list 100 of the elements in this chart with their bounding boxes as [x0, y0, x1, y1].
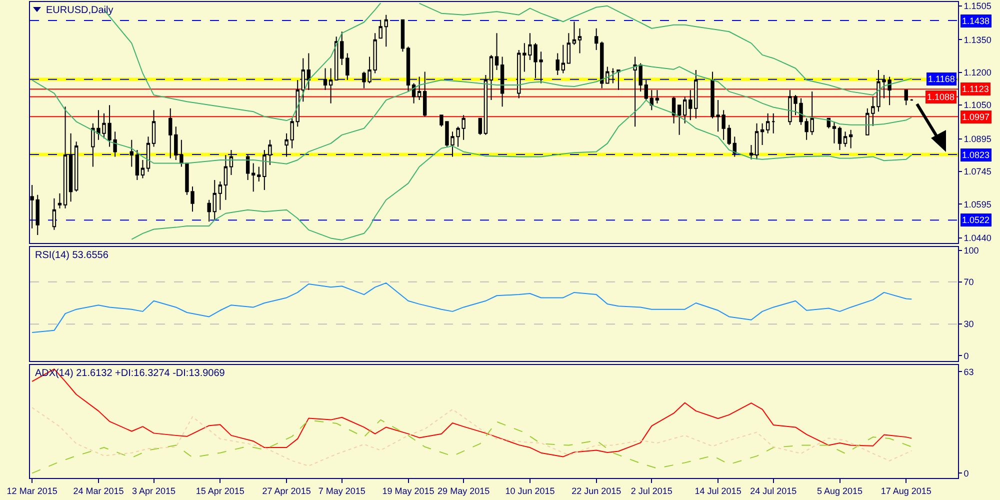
- ref-line-label: 1.0522: [962, 215, 990, 225]
- ref-line-label: 1.1088: [927, 92, 955, 102]
- y-tick-label: 1.0595: [964, 199, 992, 210]
- candlestick: [484, 74, 488, 136]
- candlestick: [168, 108, 172, 159]
- candlestick: [566, 32, 571, 64]
- line-series: [131, 100, 912, 240]
- candlestick: [611, 68, 615, 84]
- candlestick: [224, 154, 228, 200]
- candlestick: [346, 52, 350, 81]
- x-tick-label: 24 Mar 2015: [73, 486, 124, 496]
- candlestick: [252, 162, 256, 192]
- y-tick-label: 1.0440: [964, 233, 992, 244]
- candlestick: [207, 199, 211, 222]
- candlestick: [727, 124, 731, 146]
- candlestick: [561, 44, 566, 74]
- x-tick-label: 24 Jul 2015: [750, 486, 797, 496]
- candlestick: [848, 129, 853, 149]
- chart-title: RSI(14) 53.6556: [35, 250, 109, 261]
- x-tick-label: 17 Aug 2015: [880, 486, 932, 496]
- y-tick-label: 1.1200: [964, 68, 992, 78]
- candlestick: [212, 180, 216, 220]
- candlestick: [644, 80, 648, 101]
- candlestick: [754, 122, 759, 160]
- candlestick: [296, 80, 300, 128]
- x-tick-label: 12 Mar 2015: [6, 486, 58, 496]
- candlestick: [600, 41, 604, 89]
- candlestick: [616, 69, 620, 91]
- candlestick: [672, 96, 676, 124]
- candlestick: [68, 132, 73, 202]
- candlestick: [52, 198, 56, 230]
- candlestick: [749, 144, 754, 160]
- candlestick: [417, 76, 422, 101]
- ref-line-label: 1.0823: [962, 150, 990, 160]
- candlestick: [229, 149, 234, 176]
- candlestick: [494, 32, 499, 70]
- y-tick-label: 30: [964, 319, 974, 330]
- y-tick-label: 100: [964, 245, 979, 256]
- candlestick: [556, 52, 560, 76]
- x-tick-label: 15 Apr 2015: [196, 486, 244, 496]
- candlestick: [301, 58, 305, 102]
- ref-line-label: 1.1168: [928, 74, 955, 84]
- candlestick: [36, 194, 40, 236]
- x-tick-label: 29 May 2015: [438, 486, 490, 496]
- x-tick-label: 22 Jun 2015: [572, 486, 622, 496]
- candlestick: [650, 90, 654, 111]
- candlestick: [594, 28, 598, 50]
- line-series: [32, 64, 912, 164]
- candlestick: [760, 122, 764, 146]
- y-tick-label: 1.1050: [964, 100, 992, 110]
- x-tick-label: 10 Jun 2015: [505, 486, 555, 496]
- y-tick-label: 63: [964, 366, 974, 377]
- candlestick: [489, 54, 494, 101]
- candlestick: [146, 136, 150, 172]
- candlestick: [384, 14, 388, 48]
- x-tick-label: 19 May 2015: [382, 486, 434, 496]
- ref-line-label: 1.1438: [962, 16, 990, 26]
- y-tick-label: 70: [964, 277, 974, 288]
- candlestick: [655, 90, 660, 104]
- line-series: [32, 407, 912, 466]
- candlestick: [683, 96, 687, 124]
- candlestick: [694, 69, 698, 119]
- x-tick-label: 3 Apr 2015: [132, 486, 176, 496]
- ref-line-label: 1.1123: [962, 84, 989, 94]
- candlestick: [406, 46, 410, 92]
- x-tick-label: 5 Aug 2015: [816, 486, 863, 496]
- candlestick: [306, 52, 311, 91]
- candlestick: [152, 110, 156, 148]
- candlestick: [677, 104, 682, 136]
- ref-line-label: 1.0997: [962, 112, 990, 122]
- candlestick: [74, 141, 78, 192]
- candlestick: [130, 139, 134, 168]
- candlestick: [58, 192, 62, 209]
- candlestick: [578, 28, 582, 54]
- x-tick-label: 27 Apr 2015: [262, 486, 311, 496]
- candlestick: [478, 118, 482, 136]
- line-series: [32, 368, 912, 458]
- candlestick: [378, 19, 382, 39]
- candlestick: [606, 66, 610, 84]
- candlestick: [323, 68, 328, 91]
- candlestick: [412, 82, 416, 104]
- candlestick: [340, 31, 344, 66]
- candlestick: [140, 159, 145, 179]
- chart-title: EURUSD,Daily: [46, 5, 114, 16]
- candlestick: [63, 106, 68, 209]
- candlestick: [838, 126, 842, 150]
- candlestick: [246, 154, 250, 181]
- candlestick: [328, 68, 333, 104]
- candlestick: [843, 131, 848, 148]
- x-tick-label: 7 May 2015: [318, 486, 366, 496]
- candlestick: [135, 149, 140, 181]
- line-series: [32, 419, 912, 474]
- y-tick-label: 0: [964, 350, 969, 361]
- x-tick-label: 2 Jul 2015: [630, 486, 672, 496]
- candlestick: [572, 21, 576, 46]
- y-tick-label: 1.1350: [964, 34, 992, 45]
- y-tick-label: 1.0895: [964, 134, 992, 144]
- candlestick: [400, 19, 405, 52]
- candlestick: [904, 90, 908, 106]
- x-tick-label: 14 Jul 2015: [694, 486, 742, 496]
